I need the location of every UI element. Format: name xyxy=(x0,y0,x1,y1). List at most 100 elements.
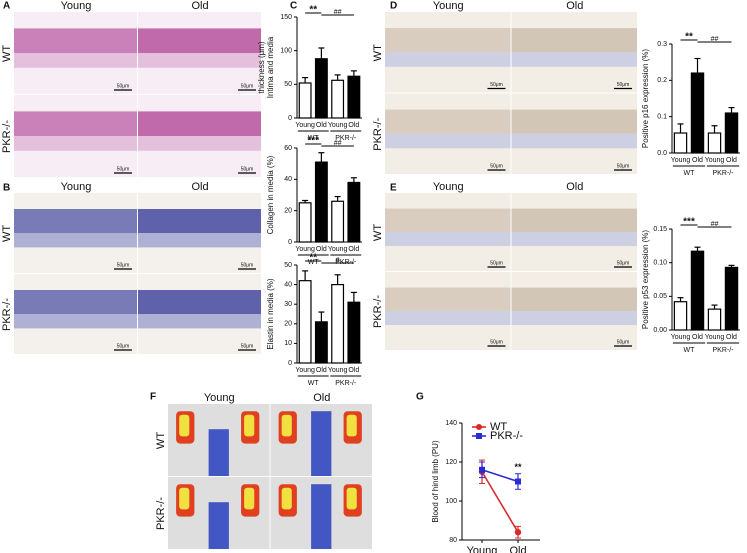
limb-scan xyxy=(179,414,190,437)
y-tick-label: 150 xyxy=(280,14,292,21)
x-tick-label: Old xyxy=(316,122,327,129)
x-tick-label: Old xyxy=(726,157,737,164)
y-tick-label: 50 xyxy=(284,81,292,88)
tissue-layer xyxy=(14,314,137,329)
column-label: Old xyxy=(566,181,583,193)
limb-scan xyxy=(281,487,292,510)
tissue-layer xyxy=(511,133,637,149)
y-axis-label: Intima and media xyxy=(266,36,275,98)
significance-label: ** xyxy=(309,5,317,16)
column-label: Old xyxy=(566,0,583,12)
y-tick-label: 0.15 xyxy=(653,226,667,233)
y-tick-label: 20 xyxy=(284,208,292,215)
y-tick-label: 0.2 xyxy=(657,77,667,84)
tissue-layer xyxy=(511,109,637,134)
x-tick-label: Old xyxy=(509,545,526,553)
significance-label: ** xyxy=(309,253,317,264)
row-label: PKR-/- xyxy=(372,117,384,150)
bar xyxy=(314,321,328,364)
significance-label: ## xyxy=(334,140,342,147)
y-tick-label: 40 xyxy=(284,281,292,288)
y-axis-label: Positive p16 expression (%) xyxy=(641,49,650,148)
tissue-layer xyxy=(138,28,261,53)
row-label: WT xyxy=(372,44,384,61)
tissue-layer xyxy=(138,53,261,68)
bar xyxy=(724,112,739,154)
x-tick-label: Old xyxy=(692,334,703,341)
x-tick-label: Young xyxy=(671,334,691,341)
row-label: WT xyxy=(372,224,384,241)
bar xyxy=(298,82,312,119)
y-axis-label: Positive p53 expression (%) xyxy=(641,230,650,329)
tissue-layer xyxy=(138,136,261,151)
y-tick-label: 0 xyxy=(288,115,292,122)
column-label: Old xyxy=(313,392,330,404)
bar xyxy=(347,181,361,243)
y-tick-label: 50 xyxy=(284,262,292,269)
limb-scan xyxy=(346,487,357,510)
significance-label: ** xyxy=(685,32,693,43)
tissue-layer xyxy=(138,209,261,233)
column-label: Young xyxy=(204,392,235,404)
y-tick-label: 120 xyxy=(445,459,457,466)
bar xyxy=(347,301,361,364)
tissue-layer xyxy=(511,311,637,326)
panel-letter: A xyxy=(3,1,10,12)
legend-label: PKR-/- xyxy=(490,430,523,442)
row-label: PKR-/- xyxy=(372,295,384,328)
significance-label: ## xyxy=(711,221,719,228)
series-line xyxy=(481,469,519,483)
bar xyxy=(314,161,328,243)
panel-letter: F xyxy=(150,392,156,403)
x-tick-label: Old xyxy=(316,367,327,374)
scale-bar-label: 50μm xyxy=(241,166,254,172)
bar xyxy=(707,132,722,154)
y-tick-label: 0.05 xyxy=(653,293,667,300)
tissue-layer xyxy=(14,53,137,68)
bar xyxy=(690,250,705,331)
scale-bar-label: 50μm xyxy=(490,82,503,88)
tissue-layer xyxy=(511,28,637,53)
tissue-layer xyxy=(138,290,261,314)
tissue-layer xyxy=(385,52,511,67)
legend-marker xyxy=(476,424,482,430)
column-label: Young xyxy=(433,0,464,12)
leg-scan xyxy=(208,429,229,476)
scale-bar-label: 50μm xyxy=(617,260,630,266)
tissue-layer xyxy=(385,208,511,232)
bar xyxy=(331,200,345,243)
row-label: PKR-/- xyxy=(1,298,13,331)
x-tick-label: Old xyxy=(316,246,327,253)
y-axis-label: thickness (μm) xyxy=(257,41,266,94)
panel-letter: C xyxy=(290,1,297,12)
scale-bar-label: 50μm xyxy=(241,343,254,349)
bar xyxy=(673,132,688,154)
row-label: WT xyxy=(1,225,13,242)
point xyxy=(479,466,485,473)
tissue-layer xyxy=(14,290,137,314)
y-tick-label: 10 xyxy=(284,340,292,347)
tissue-layer xyxy=(385,287,511,311)
leg-scan xyxy=(208,502,229,549)
x-tick-label: Young xyxy=(671,157,691,164)
tissue-layer xyxy=(511,287,637,311)
bar xyxy=(690,72,705,154)
scale-bar-label: 50μm xyxy=(241,83,254,89)
limb-scan xyxy=(346,414,357,437)
tissue-layer xyxy=(14,136,137,151)
x-tick-label: Young xyxy=(328,122,348,129)
x-tick-label: Young xyxy=(328,367,348,374)
series-line xyxy=(481,471,519,533)
y-tick-label: 0 xyxy=(288,360,292,367)
y-tick-label: 30 xyxy=(284,301,292,308)
scale-bar-label: 50μm xyxy=(117,83,130,89)
bar xyxy=(673,301,688,331)
scale-bar-label: 50μm xyxy=(490,163,503,169)
tissue-layer xyxy=(385,133,511,149)
y-axis-label: Elastin in media (%) xyxy=(266,278,275,349)
y-tick-label: 0 xyxy=(288,239,292,246)
tissue-layer xyxy=(511,52,637,67)
scale-bar-label: 50μm xyxy=(617,82,630,88)
column-label: Old xyxy=(191,181,208,193)
